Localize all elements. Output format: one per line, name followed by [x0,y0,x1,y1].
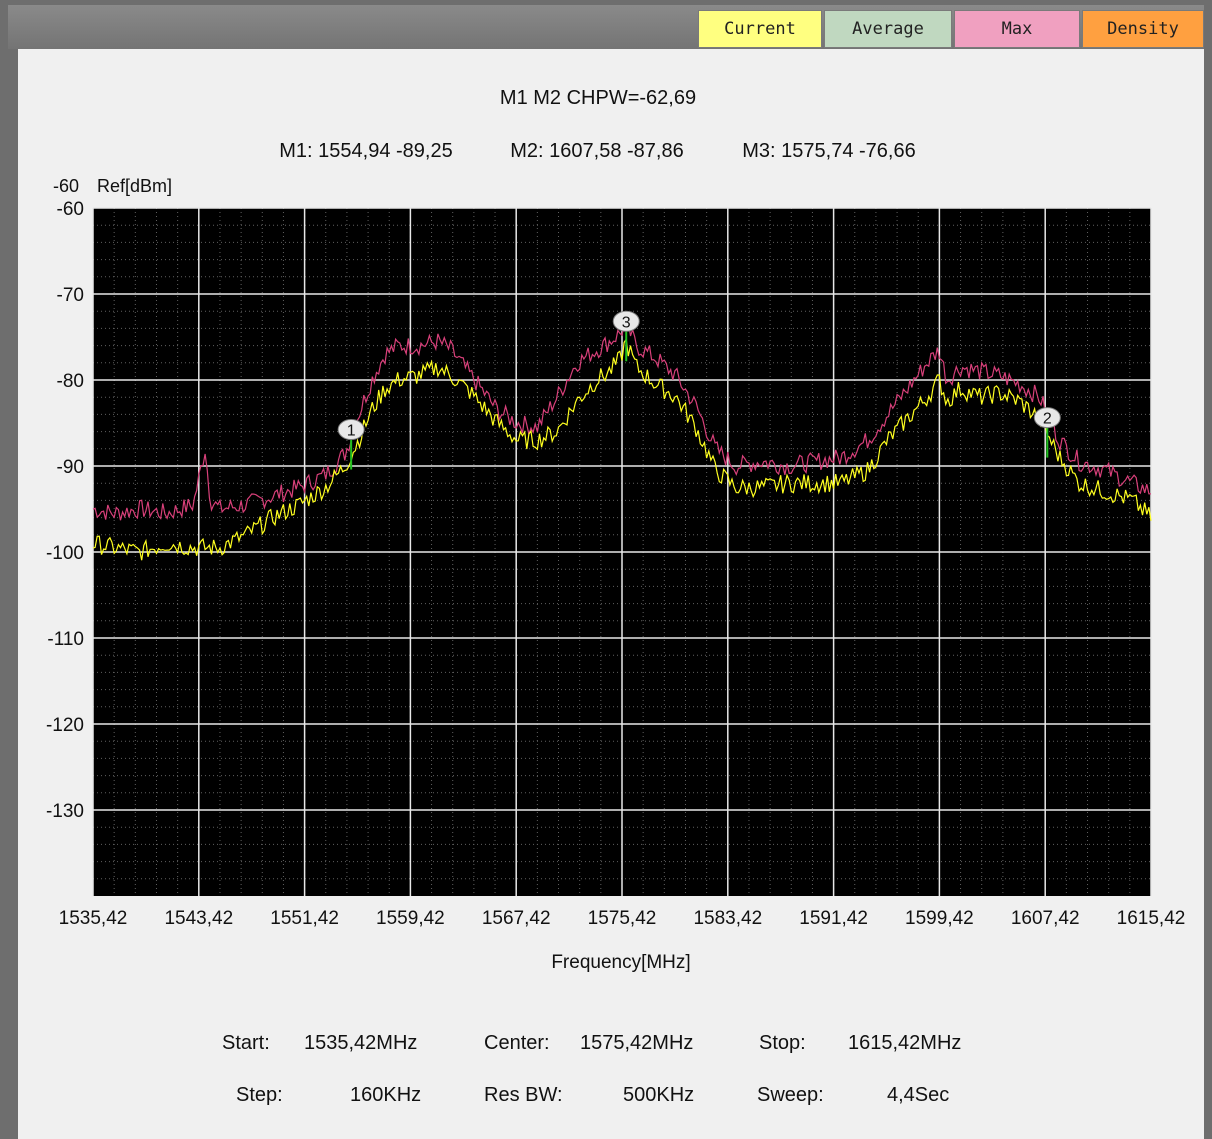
marker-3-readout: M3: 1575,74 -76,66 [742,140,916,162]
ref-level-value: -60 [53,176,80,196]
y-tick-label: -110 [47,629,84,650]
x-tick-label: 1599,42 [905,908,974,929]
y-tick-label: -100 [46,543,84,564]
start-label: Start: [222,1032,270,1054]
x-tick-label: 1559,42 [376,908,445,929]
y-tick-label: -90 [57,457,84,478]
marker-1-readout: M1: 1554,94 -89,25 [279,140,453,162]
y-tick-label: -130 [46,801,84,822]
tab-average[interactable]: Average [824,10,952,48]
stop-value: 1615,42MHz [848,1032,962,1054]
channel-power-readout: M1 M2 CHPW=-62,69 [499,87,697,109]
step-value: 160KHz [350,1084,422,1106]
marker-1-badge [337,419,365,441]
marker-2-readout: M2: 1607,58 -87,86 [510,140,684,162]
x-axis-title: Frequency[MHz] [551,952,691,973]
marker-3-badge [612,310,640,332]
x-tick-label: 1615,42 [1117,908,1186,929]
step-label: Step: [236,1084,283,1106]
x-tick-label: 1551,42 [270,908,339,929]
start-value: 1535,42MHz [304,1032,418,1054]
tab-max[interactable]: Max [954,10,1080,48]
marker-3-label: 3 [622,314,631,331]
x-tick-label: 1535,42 [59,908,128,929]
y-tick-label: -60 [57,199,84,220]
center-label: Center: [484,1032,550,1054]
marker-2-label: 2 [1043,411,1052,428]
tab-density[interactable]: Density [1082,10,1204,48]
x-tick-label: 1583,42 [693,908,762,929]
ref-level-label: Ref[dBm] [97,176,173,196]
series-line-2 [92,337,1152,561]
res-bw-value: 500KHz [623,1084,695,1106]
x-tick-label: 1575,42 [588,908,657,929]
tab-current[interactable]: Current [698,10,822,48]
sweep-label: Sweep: [757,1084,824,1106]
center-value: 1575,42MHz [580,1032,694,1054]
res-bw-label: Res BW: [484,1084,563,1106]
y-tick-label: -70 [57,285,84,306]
x-tick-label: 1543,42 [164,908,233,929]
marker-1-label: 1 [347,423,356,440]
y-tick-label: -80 [57,371,84,392]
x-tick-label: 1607,42 [1011,908,1080,929]
stop-label: Stop: [759,1032,806,1054]
marker-2-badge [1033,407,1061,429]
series-line-1 [92,316,1152,521]
x-tick-label: 1567,42 [482,908,551,929]
x-tick-label: 1591,42 [799,908,868,929]
sweep-value: 4,4Sec [887,1084,950,1106]
y-tick-label: -120 [46,715,84,736]
